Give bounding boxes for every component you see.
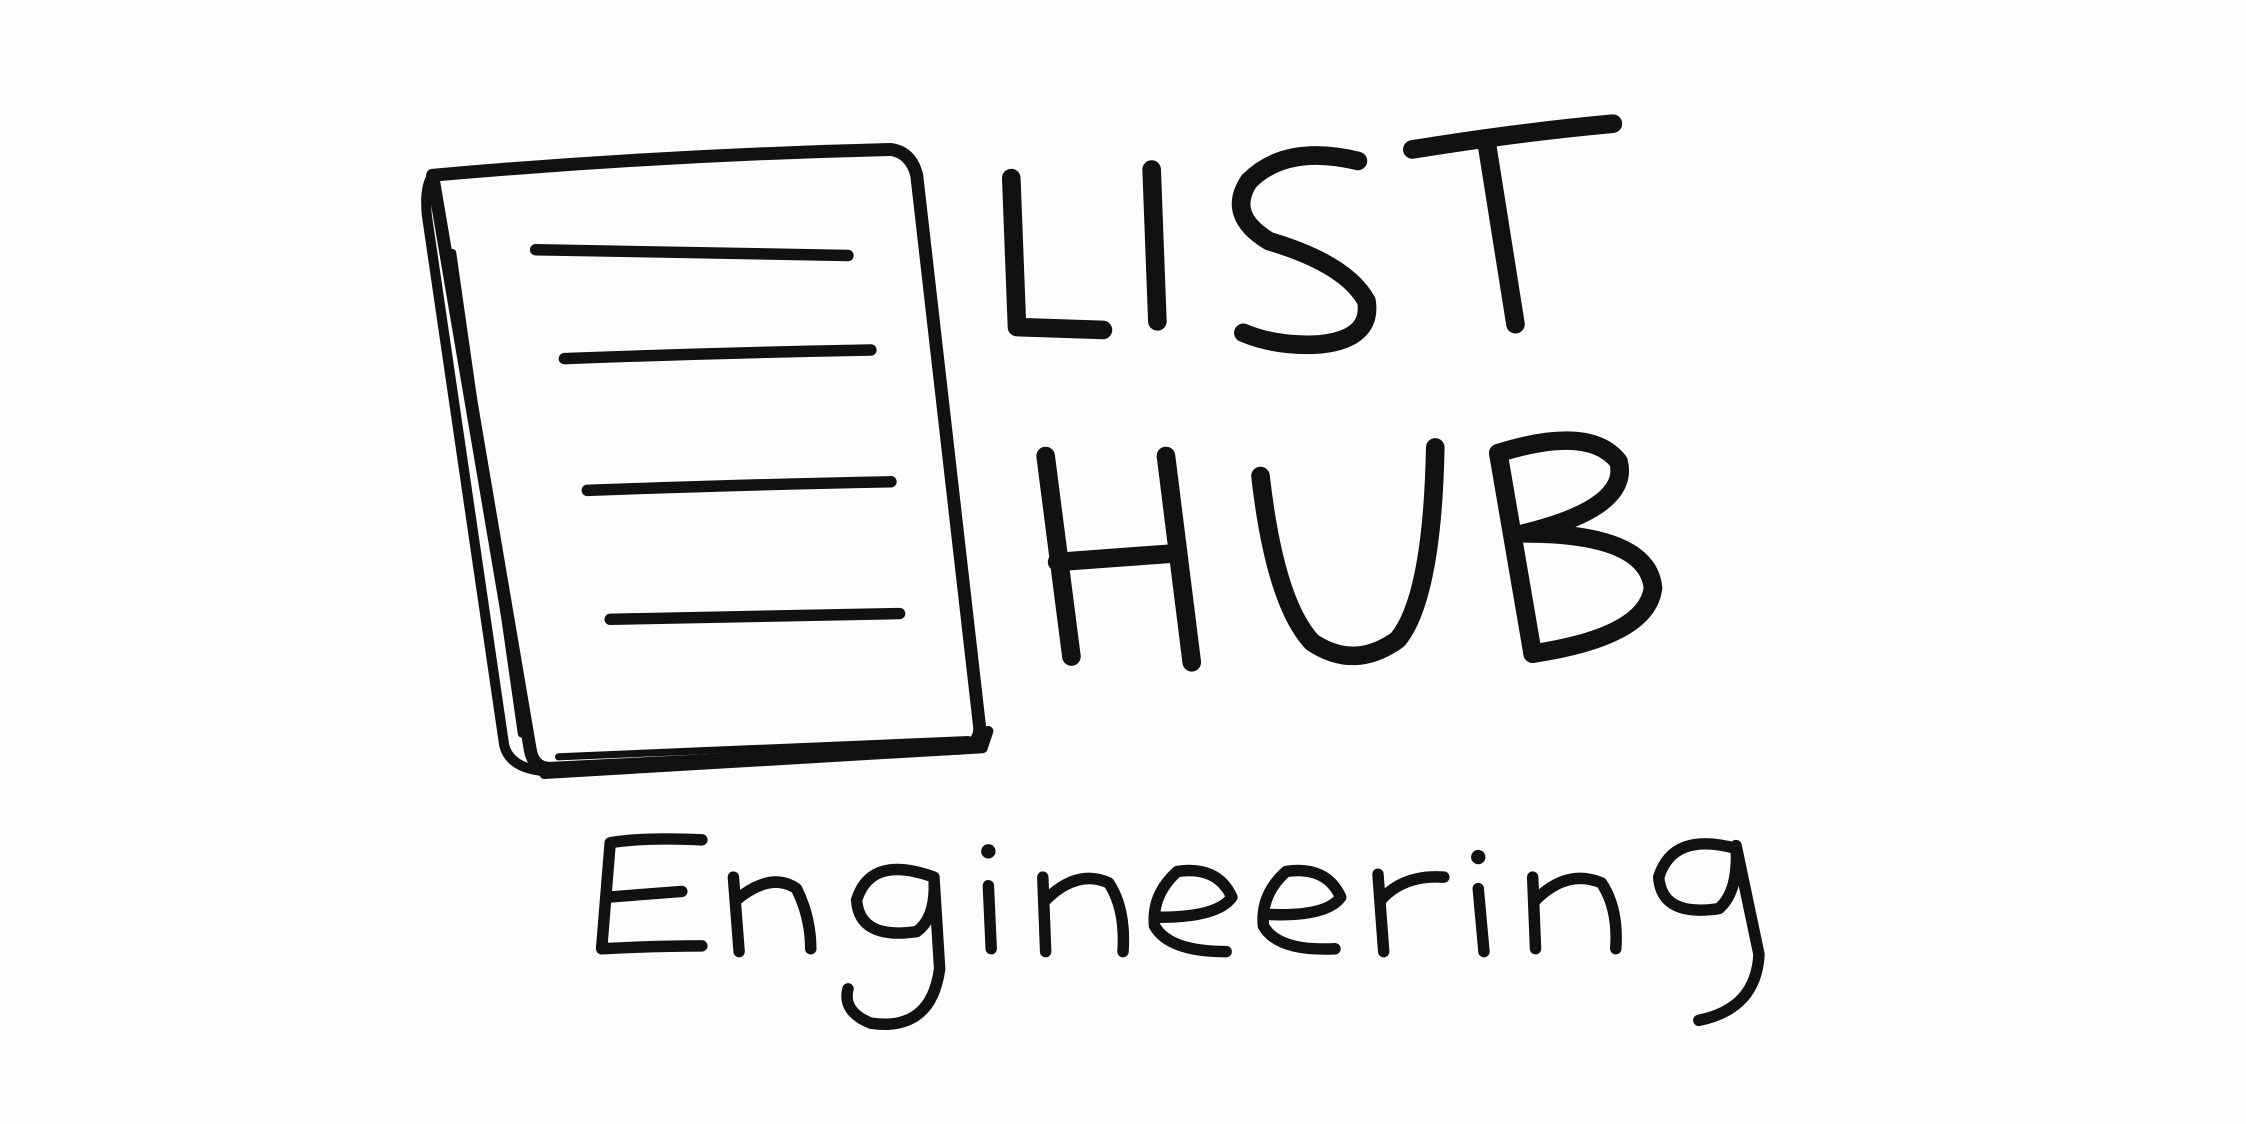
list-wordmark: [1001, 114, 1623, 355]
hub-wordmark: [1036, 431, 1663, 672]
engineering-subtitle: [595, 833, 1765, 1030]
notepad-icon: [421, 143, 994, 780]
